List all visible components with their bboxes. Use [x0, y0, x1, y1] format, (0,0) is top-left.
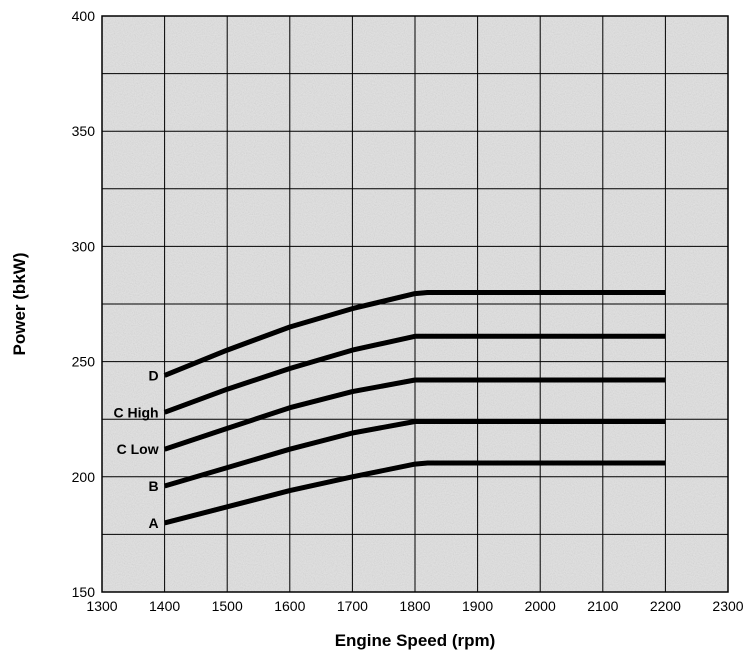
series-label: D	[148, 367, 158, 383]
y-tick-label: 400	[72, 8, 96, 24]
x-tick-label: 1500	[212, 598, 243, 614]
y-tick-label: 250	[72, 354, 96, 370]
series-line-a	[163, 460, 666, 526]
series-line-d	[163, 290, 666, 378]
series-label: C Low	[117, 441, 159, 457]
series-line-c-high	[163, 333, 666, 415]
series-lines	[163, 290, 666, 526]
series-line-b	[163, 419, 666, 489]
series-label: C High	[113, 404, 158, 420]
y-tick-label: 350	[72, 123, 96, 139]
y-tick-label: 150	[72, 584, 96, 600]
x-tick-label: 2200	[650, 598, 681, 614]
series-label: A	[148, 515, 158, 531]
x-axis-title: Engine Speed (rpm)	[335, 631, 496, 650]
x-tick-label: 2300	[712, 598, 743, 614]
x-tick-labels: 1300 1400 1500 1600 1700 1800 1900 2000 2100 2200…	[86, 598, 743, 614]
y-tick-label: 200	[72, 469, 96, 485]
y-tick-label: 300	[72, 238, 96, 254]
series-line-c-low	[163, 377, 666, 452]
x-tick-label: 1400	[149, 598, 180, 614]
x-tick-label: 1700	[337, 598, 368, 614]
y-axis-title: Power (bkW)	[10, 253, 29, 356]
x-tick-label: 1600	[274, 598, 305, 614]
series-label: B	[148, 478, 158, 494]
series-labels: D C High C Low B A	[113, 367, 158, 530]
x-tick-label: 2000	[525, 598, 556, 614]
x-tick-label: 1800	[399, 598, 430, 614]
x-tick-label: 1900	[462, 598, 493, 614]
y-tick-labels: 150 200 250 300 350 400	[72, 8, 96, 600]
plot-frame	[101, 15, 729, 593]
x-tick-label: 2100	[587, 598, 618, 614]
x-tick-label: 1300	[86, 598, 117, 614]
